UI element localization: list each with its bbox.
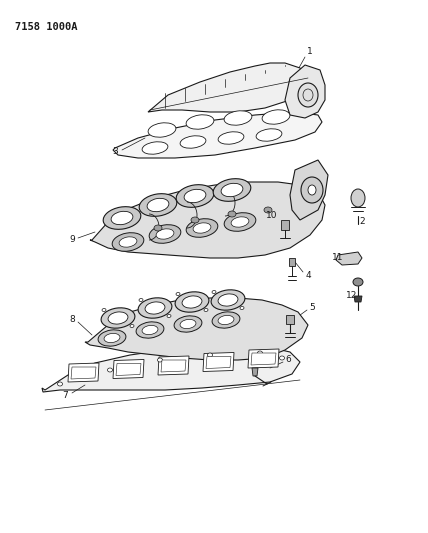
Polygon shape (42, 346, 300, 392)
Ellipse shape (240, 306, 244, 310)
Ellipse shape (213, 179, 251, 201)
Polygon shape (286, 315, 294, 324)
Ellipse shape (184, 189, 206, 203)
Ellipse shape (142, 142, 168, 154)
Ellipse shape (138, 298, 172, 318)
Ellipse shape (112, 233, 144, 251)
Ellipse shape (204, 309, 208, 311)
Polygon shape (289, 258, 295, 266)
Polygon shape (116, 364, 141, 376)
Polygon shape (85, 298, 308, 360)
Polygon shape (203, 352, 234, 372)
Ellipse shape (111, 211, 133, 225)
Polygon shape (248, 349, 279, 368)
Ellipse shape (145, 302, 165, 314)
Polygon shape (158, 356, 189, 375)
Text: 4: 4 (305, 271, 311, 279)
Ellipse shape (211, 290, 245, 310)
Ellipse shape (193, 223, 211, 233)
Ellipse shape (180, 136, 206, 148)
Ellipse shape (139, 193, 177, 216)
Ellipse shape (119, 237, 137, 247)
Text: 11: 11 (332, 254, 344, 262)
Ellipse shape (154, 225, 162, 231)
Ellipse shape (180, 319, 196, 328)
Polygon shape (113, 112, 322, 158)
Ellipse shape (174, 316, 202, 332)
Ellipse shape (218, 316, 234, 325)
Polygon shape (113, 359, 144, 378)
Ellipse shape (231, 217, 249, 227)
Polygon shape (148, 63, 308, 112)
Ellipse shape (167, 314, 171, 318)
Polygon shape (68, 363, 99, 382)
Ellipse shape (139, 298, 143, 302)
Text: 3: 3 (112, 148, 118, 157)
Ellipse shape (176, 184, 214, 207)
Ellipse shape (351, 189, 365, 207)
Ellipse shape (264, 207, 272, 213)
Ellipse shape (228, 211, 236, 217)
Ellipse shape (218, 132, 244, 144)
Ellipse shape (176, 293, 180, 295)
Ellipse shape (208, 353, 212, 357)
Polygon shape (281, 220, 289, 230)
Ellipse shape (262, 110, 290, 124)
Polygon shape (252, 368, 258, 376)
Ellipse shape (218, 294, 238, 306)
Text: 5: 5 (309, 303, 315, 312)
Ellipse shape (147, 198, 169, 212)
Ellipse shape (258, 351, 262, 355)
Ellipse shape (98, 330, 126, 346)
Ellipse shape (224, 213, 256, 231)
Text: 9: 9 (69, 236, 75, 245)
Ellipse shape (101, 308, 135, 328)
Ellipse shape (175, 292, 209, 312)
Text: 12: 12 (346, 290, 358, 300)
Text: 7158 1000A: 7158 1000A (15, 22, 77, 32)
Ellipse shape (107, 368, 113, 372)
Ellipse shape (191, 217, 199, 223)
Polygon shape (354, 296, 362, 302)
Ellipse shape (103, 207, 141, 229)
Text: 8: 8 (69, 316, 75, 325)
Ellipse shape (182, 296, 202, 308)
Text: 2: 2 (359, 217, 365, 227)
Ellipse shape (142, 326, 158, 335)
Ellipse shape (130, 325, 134, 327)
Text: 6: 6 (285, 356, 291, 365)
Ellipse shape (308, 185, 316, 195)
Text: 1: 1 (307, 47, 313, 56)
Ellipse shape (224, 111, 252, 125)
Ellipse shape (212, 312, 240, 328)
Ellipse shape (212, 290, 216, 294)
Ellipse shape (148, 123, 176, 137)
Ellipse shape (221, 183, 243, 197)
Ellipse shape (156, 229, 174, 239)
Ellipse shape (186, 115, 214, 129)
Ellipse shape (186, 219, 218, 237)
Ellipse shape (149, 225, 181, 243)
Polygon shape (161, 360, 186, 372)
Polygon shape (71, 367, 96, 379)
Ellipse shape (158, 358, 163, 362)
Ellipse shape (108, 312, 128, 324)
Text: 7: 7 (62, 391, 68, 400)
Polygon shape (290, 160, 328, 220)
Text: 10: 10 (266, 211, 278, 220)
Ellipse shape (104, 334, 120, 343)
Ellipse shape (279, 356, 285, 360)
Ellipse shape (301, 177, 323, 203)
Ellipse shape (136, 322, 164, 338)
Ellipse shape (57, 382, 62, 386)
Ellipse shape (102, 309, 106, 311)
Polygon shape (90, 182, 325, 258)
Ellipse shape (298, 83, 318, 107)
Polygon shape (336, 252, 362, 265)
Polygon shape (251, 353, 276, 365)
Polygon shape (285, 65, 325, 118)
Polygon shape (206, 357, 231, 368)
Ellipse shape (353, 278, 363, 286)
Ellipse shape (256, 129, 282, 141)
